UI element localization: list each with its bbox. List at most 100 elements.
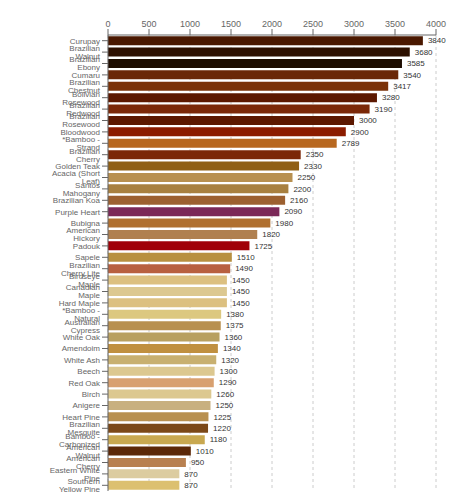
- svg-text:Amendoim: Amendoim: [62, 344, 101, 353]
- svg-text:3680: 3680: [415, 48, 433, 57]
- html-text:Bolivian: Bolivian: [72, 89, 100, 99]
- svg-text:1510: 1510: [237, 253, 255, 262]
- html-text:Leaf): Leaf): [81, 177, 100, 187]
- svg-text:1380: 1380: [226, 310, 244, 319]
- svg-text:Sapele: Sapele: [75, 253, 100, 263]
- svg-text:1725: 1725: [254, 242, 272, 251]
- svg-text:870: 870: [184, 481, 198, 490]
- svg-text:Anigere: Anigere: [72, 401, 100, 410]
- svg-text:1980: 1980: [275, 219, 293, 228]
- svg-text:500: 500: [141, 19, 156, 29]
- svg-text:Purple Heart: Purple Heart: [55, 208, 101, 217]
- svg-text:1490: 1490: [235, 264, 253, 273]
- html-text:Santos: Santos: [75, 180, 100, 190]
- svg-text:Padouk: Padouk: [73, 242, 101, 251]
- svg-text:1375: 1375: [226, 321, 244, 330]
- svg-text:2330: 2330: [304, 162, 322, 171]
- html-text:Ebony: Ebony: [77, 63, 100, 73]
- svg-text:3540: 3540: [403, 71, 421, 80]
- svg-text:3280: 3280: [382, 93, 400, 102]
- svg-text:1450: 1450: [232, 276, 250, 285]
- html-text:Walnut: Walnut: [75, 51, 100, 61]
- svg-text:1500: 1500: [221, 19, 241, 29]
- svg-text:White Ash: White Ash: [64, 356, 100, 365]
- svg-text:Red Oak: Red Oak: [68, 379, 101, 388]
- html-text:Natural: Natural: [74, 314, 100, 324]
- html-text:Rosewood: Rosewood: [62, 97, 100, 107]
- svg-text:SouthernYellow Pine: SouthernYellow Pine: [59, 477, 101, 494]
- html-text:Mahogany: Mahogany: [62, 188, 100, 198]
- svg-text:2000: 2000: [262, 19, 282, 29]
- html-text:*Bamboo -: *Bamboo -: [62, 306, 100, 316]
- html-text:Acacia (Short: Acacia (Short: [52, 169, 100, 179]
- html-text:Maple: Maple: [78, 291, 100, 301]
- html-text:Cherry: Cherry: [76, 154, 100, 164]
- svg-text:1260: 1260: [216, 390, 234, 399]
- svg-text:3000: 3000: [359, 116, 377, 125]
- svg-text:Curupay: Curupay: [69, 36, 100, 46]
- svg-text:Bubigna: Bubigna: [70, 218, 100, 228]
- svg-text:Cumaru: Cumaru: [71, 70, 100, 80]
- svg-text:Hard Maple: Hard Maple: [58, 298, 100, 308]
- html-text:Australian: Australian: [64, 317, 100, 327]
- svg-text:2200: 2200: [293, 185, 311, 194]
- html-text:Brazilian: Brazilian: [69, 78, 100, 88]
- html-text:Birdseye: Birdseye: [68, 271, 100, 281]
- svg-text:3190: 3190: [375, 105, 393, 114]
- svg-text:Heart Pine: Heart Pine: [62, 412, 100, 422]
- html-text:Brazilian: Brazilian: [69, 260, 100, 270]
- svg-text:2789: 2789: [342, 139, 360, 148]
- html-text:Cypress: Cypress: [70, 325, 100, 335]
- svg-text:2500: 2500: [303, 19, 323, 29]
- html-text:Brazilian: Brazilian: [69, 146, 100, 156]
- svg-text:1300: 1300: [220, 367, 238, 376]
- svg-text:White Oak: White Oak: [63, 333, 101, 342]
- svg-text:1820: 1820: [262, 230, 280, 239]
- svg-text:1450: 1450: [232, 287, 250, 296]
- svg-text:1180: 1180: [210, 435, 228, 444]
- html-text:Chestnut: Chestnut: [68, 86, 100, 96]
- html-text:Redwood: Redwood: [66, 108, 100, 118]
- html-text:American: American: [66, 226, 100, 236]
- html-text:Brazilian: Brazilian: [69, 112, 100, 122]
- svg-text:3840: 3840: [428, 36, 446, 45]
- svg-text:4000: 4000: [426, 19, 446, 29]
- html-text:Cherry Lite: Cherry Lite: [60, 268, 100, 278]
- svg-text:3585: 3585: [407, 59, 425, 68]
- html-text:Brazilian: Brazilian: [69, 100, 100, 110]
- svg-text:2160: 2160: [290, 196, 308, 205]
- svg-text:Golden Teak: Golden Teak: [55, 161, 100, 171]
- html-text:Strand: Strand: [76, 143, 100, 153]
- svg-text:1360: 1360: [225, 333, 243, 342]
- svg-text:1000: 1000: [180, 19, 200, 29]
- svg-text:Birch: Birch: [82, 390, 100, 399]
- svg-text:1290: 1290: [219, 378, 237, 387]
- svg-text:1450: 1450: [232, 299, 250, 308]
- html-text:Hickory: Hickory: [73, 234, 100, 244]
- html-text:Canadian: Canadian: [65, 283, 100, 293]
- svg-text:3417: 3417: [393, 82, 411, 91]
- html-text:*Bamboo -: *Bamboo -: [62, 135, 100, 145]
- svg-text:3500: 3500: [385, 19, 405, 29]
- svg-text:1320: 1320: [221, 356, 239, 365]
- svg-text:Brazilian Koa: Brazilian Koa: [53, 196, 101, 205]
- svg-text:Beech: Beech: [77, 367, 100, 376]
- svg-text:1220: 1220: [213, 424, 231, 433]
- svg-text:Bloodwood: Bloodwood: [60, 127, 100, 137]
- html-text:Rosewood: Rosewood: [62, 120, 100, 130]
- svg-text:2900: 2900: [351, 128, 369, 137]
- svg-text:950: 950: [191, 458, 205, 467]
- svg-text:2090: 2090: [284, 207, 302, 216]
- svg-text:3000: 3000: [344, 19, 364, 29]
- html-text:Brazilian: Brazilian: [69, 43, 100, 53]
- svg-text:1340: 1340: [223, 344, 241, 353]
- svg-text:870: 870: [184, 470, 198, 479]
- svg-text:2250: 2250: [298, 173, 316, 182]
- svg-text:1010: 1010: [196, 447, 214, 456]
- svg-text:1225: 1225: [213, 413, 231, 422]
- html-text:Maple: Maple: [78, 279, 100, 289]
- svg-text:2350: 2350: [306, 150, 324, 159]
- html-text:Brazilian: Brazilian: [69, 55, 100, 65]
- svg-text:0: 0: [105, 19, 110, 29]
- svg-text:1250: 1250: [216, 401, 234, 410]
